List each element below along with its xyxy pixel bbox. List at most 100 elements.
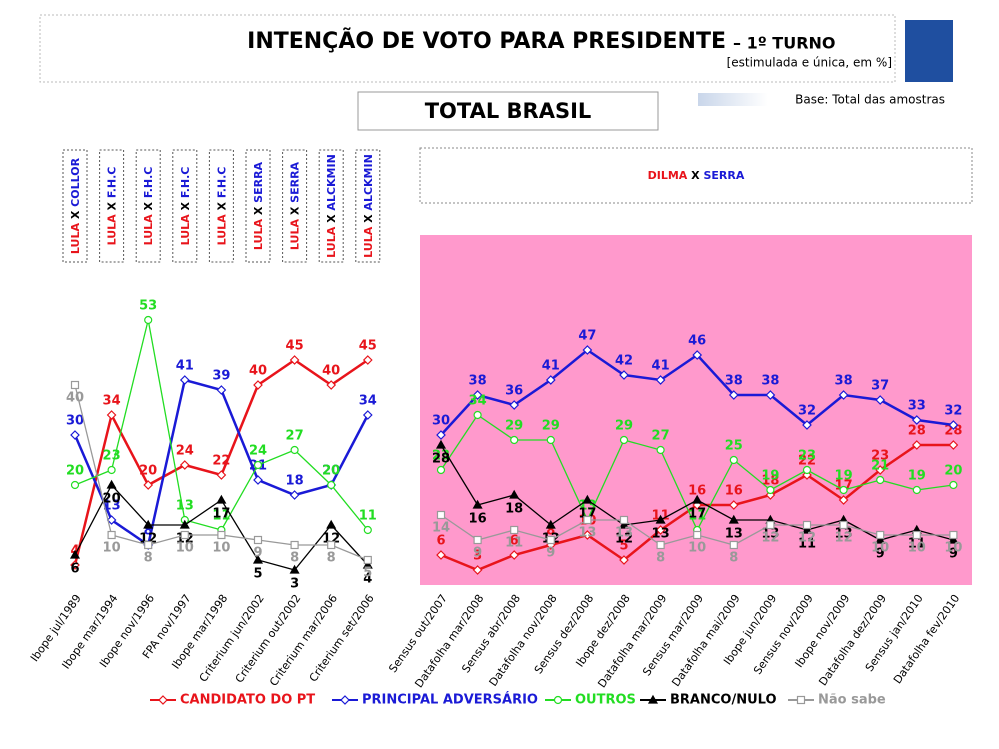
data-label: 39 <box>212 369 230 384</box>
data-label: 10 <box>176 541 194 556</box>
marker <box>473 410 482 420</box>
data-label: 3 <box>473 549 482 564</box>
marker <box>582 494 593 504</box>
marker <box>949 530 958 540</box>
data-label: 17 <box>688 507 706 522</box>
marker <box>327 480 336 490</box>
data-label: 46 <box>688 334 706 349</box>
marker <box>216 494 227 504</box>
data-label: 27 <box>652 429 670 444</box>
legend-marker <box>647 694 659 704</box>
data-label: 23 <box>103 449 121 464</box>
data-label: 34 <box>469 394 487 409</box>
marker <box>912 485 921 495</box>
x-tick-label: Criterium jun/2002 <box>197 592 267 684</box>
versus: X <box>691 169 700 182</box>
data-label: 34 <box>359 394 377 409</box>
marker <box>875 534 886 544</box>
opponent: F.H.C <box>106 167 119 199</box>
data-label: 25 <box>725 439 743 454</box>
legend-label: CANDIDATO DO PT <box>180 693 315 708</box>
opponent: COLLOR <box>69 157 82 206</box>
data-label: 33 <box>908 399 926 414</box>
marker <box>802 520 812 530</box>
data-label: 27 <box>286 429 304 444</box>
data-label: 14 <box>432 521 450 536</box>
matchup-box <box>245 149 271 263</box>
opponent: F.H.C <box>142 167 155 199</box>
marker <box>839 485 848 495</box>
data-label: 23 <box>871 449 889 464</box>
data-label: 18 <box>505 502 523 517</box>
matchup: LULA X ALCKMIN <box>362 154 375 258</box>
data-label: 28 <box>908 424 926 439</box>
matchup-box <box>419 147 973 204</box>
data-label: 10 <box>103 541 121 556</box>
data-label: 8 <box>656 551 665 566</box>
versus: X <box>106 201 119 210</box>
marker <box>766 485 775 495</box>
marker <box>583 515 592 525</box>
marker <box>180 530 189 540</box>
data-label: 3 <box>290 577 299 592</box>
marker <box>509 400 520 410</box>
opponent: ALCKMIN <box>325 154 338 210</box>
data-label: 20 <box>66 464 84 479</box>
matchup-box <box>62 149 88 263</box>
data-label: 24 <box>176 444 194 459</box>
data-label: 13 <box>835 527 853 542</box>
data-label: 38 <box>469 374 487 389</box>
round: – 1º TURNO <box>733 34 836 53</box>
marker <box>217 530 226 540</box>
section: TOTAL BRASIL <box>425 99 592 123</box>
marker <box>326 380 337 390</box>
data-label: 19 <box>835 469 853 484</box>
data-label: 22 <box>212 454 230 469</box>
matchup: LULA X SERRA <box>289 161 302 250</box>
marker <box>216 470 227 480</box>
legend-label: OUTROS <box>575 693 636 708</box>
data-label: 12 <box>139 532 157 547</box>
matchup-box <box>135 149 161 263</box>
opponent: SERRA <box>289 161 302 202</box>
marker <box>70 380 80 390</box>
marker <box>728 514 739 524</box>
marker <box>728 500 739 510</box>
marker <box>290 540 299 550</box>
candidate: LULA <box>142 214 155 246</box>
x-tick-label: Datafolha nov/2008 <box>487 592 560 689</box>
marker <box>253 535 263 545</box>
matchup: LULA X F.H.C <box>106 167 119 246</box>
versus: X <box>325 214 338 223</box>
data-label: 32 <box>798 404 816 419</box>
data-label: 38 <box>725 374 743 389</box>
data-label: 11 <box>359 509 377 524</box>
data-label: 6 <box>70 562 79 577</box>
candidate: LULA <box>289 219 302 251</box>
marker <box>949 480 958 490</box>
data-label: 22 <box>798 454 816 469</box>
marker <box>546 535 555 545</box>
marker <box>107 465 116 475</box>
title: INTENÇÃO DE VOTO PARA PRESIDENTE <box>247 28 726 54</box>
marker <box>948 534 959 544</box>
marker <box>436 510 446 520</box>
data-label: 30 <box>66 414 84 429</box>
marker <box>436 430 446 440</box>
marker <box>692 350 703 360</box>
data-label: 20 <box>944 464 962 479</box>
x-tick-label: Criterium mar/2006 <box>267 592 340 689</box>
marker <box>948 420 959 430</box>
versus: X <box>215 201 228 210</box>
data-label: 18 <box>761 474 779 489</box>
marker <box>216 385 227 395</box>
marker <box>510 525 519 535</box>
marker <box>509 550 520 560</box>
marker <box>362 559 373 569</box>
marker <box>473 535 482 545</box>
data-label: 12 <box>615 532 633 547</box>
versus: X <box>362 214 375 223</box>
matchup-box <box>172 149 198 263</box>
marker <box>179 519 190 529</box>
data-label: 13 <box>615 526 633 541</box>
